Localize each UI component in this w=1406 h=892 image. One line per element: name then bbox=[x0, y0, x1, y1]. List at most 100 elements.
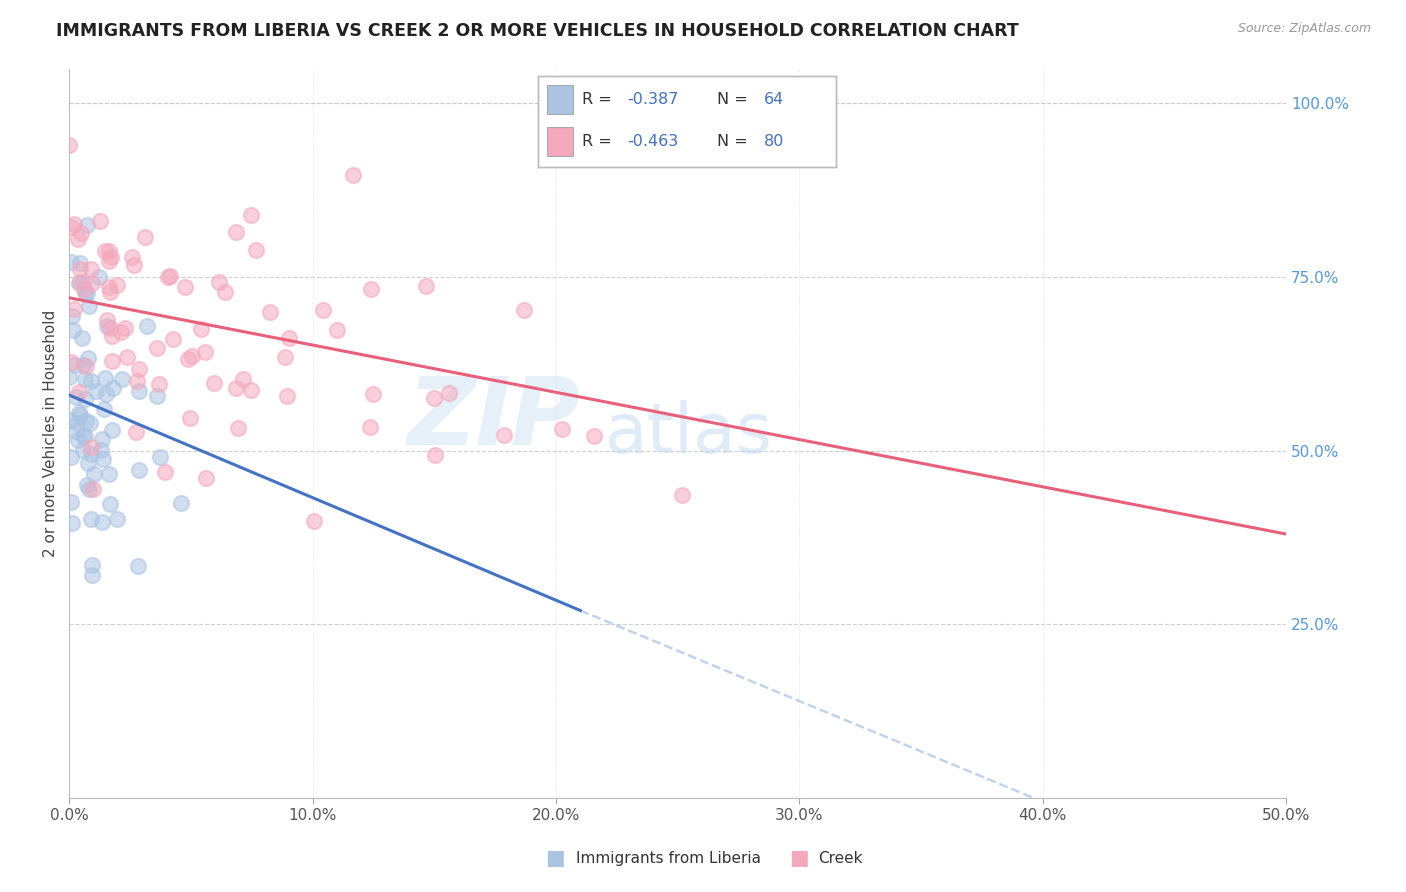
Point bbox=[121, 250, 143, 264]
Point bbox=[83, 467, 105, 481]
Point bbox=[105, 277, 128, 292]
Point bbox=[583, 429, 606, 443]
Point bbox=[671, 487, 693, 501]
Point bbox=[100, 250, 122, 264]
Point bbox=[67, 433, 90, 447]
Point bbox=[240, 383, 263, 397]
Point bbox=[60, 494, 83, 508]
Point bbox=[60, 254, 83, 268]
Point bbox=[79, 261, 101, 276]
Point bbox=[195, 471, 218, 485]
Point bbox=[111, 372, 134, 386]
Text: atlas: atlas bbox=[605, 400, 772, 467]
Point bbox=[110, 325, 132, 339]
Point bbox=[67, 384, 90, 399]
Point bbox=[359, 420, 381, 434]
Point bbox=[90, 432, 112, 446]
Point bbox=[73, 429, 96, 443]
Point bbox=[69, 226, 91, 240]
Point bbox=[240, 208, 263, 222]
Point bbox=[228, 420, 250, 434]
Text: IMMIGRANTS FROM LIBERIA VS CREEK 2 OR MORE VEHICLES IN HOUSEHOLD CORRELATION CHA: IMMIGRANTS FROM LIBERIA VS CREEK 2 OR MO… bbox=[56, 22, 1019, 40]
Point bbox=[69, 256, 91, 270]
Point bbox=[97, 467, 120, 482]
Point bbox=[72, 358, 94, 372]
Point bbox=[63, 217, 86, 231]
Point bbox=[98, 498, 121, 512]
Point bbox=[148, 377, 170, 392]
Point bbox=[149, 450, 172, 465]
Point bbox=[80, 440, 103, 454]
Point bbox=[128, 463, 150, 477]
Point bbox=[77, 351, 100, 365]
Point bbox=[75, 392, 97, 406]
Y-axis label: 2 or more Vehicles in Household: 2 or more Vehicles in Household bbox=[44, 310, 58, 557]
Point bbox=[91, 516, 114, 530]
Point bbox=[76, 456, 98, 470]
Point bbox=[76, 218, 98, 232]
Point bbox=[67, 232, 90, 246]
Point bbox=[63, 358, 86, 372]
Point bbox=[101, 423, 124, 437]
Point bbox=[69, 275, 91, 289]
Point bbox=[259, 305, 281, 319]
Point bbox=[80, 568, 103, 582]
Point bbox=[93, 401, 115, 416]
Text: ■: ■ bbox=[789, 848, 808, 868]
Point bbox=[177, 352, 200, 367]
Point bbox=[97, 280, 120, 294]
Point bbox=[59, 413, 82, 427]
Point bbox=[274, 350, 297, 364]
Point bbox=[96, 319, 118, 334]
Point bbox=[325, 323, 347, 337]
Point bbox=[162, 332, 184, 346]
Point bbox=[276, 389, 298, 403]
Point bbox=[79, 416, 101, 430]
Point bbox=[58, 138, 80, 153]
Point bbox=[124, 425, 146, 439]
Point bbox=[122, 258, 145, 272]
Point bbox=[232, 372, 254, 386]
Point bbox=[513, 302, 536, 317]
Point bbox=[194, 344, 217, 359]
Point bbox=[80, 447, 103, 461]
Point bbox=[60, 516, 83, 530]
Point bbox=[79, 482, 101, 496]
Point bbox=[134, 230, 156, 244]
Point bbox=[58, 370, 80, 384]
Point bbox=[208, 275, 231, 289]
Point bbox=[425, 449, 447, 463]
Point bbox=[73, 372, 96, 386]
Point bbox=[75, 286, 97, 301]
Point bbox=[302, 514, 325, 528]
Point bbox=[80, 374, 103, 388]
Point bbox=[96, 313, 118, 327]
Point bbox=[136, 318, 159, 333]
Point bbox=[492, 428, 515, 442]
Point bbox=[101, 354, 124, 368]
Point bbox=[101, 328, 124, 343]
Point bbox=[225, 225, 247, 239]
Point bbox=[312, 303, 335, 318]
Point bbox=[127, 558, 149, 573]
Point bbox=[214, 285, 236, 299]
Point bbox=[94, 244, 117, 258]
Point bbox=[82, 558, 104, 572]
Point bbox=[146, 389, 169, 403]
Point bbox=[80, 277, 103, 291]
Point bbox=[415, 278, 437, 293]
Point bbox=[67, 277, 90, 291]
Point bbox=[80, 511, 103, 525]
Point bbox=[439, 386, 461, 401]
Point bbox=[72, 276, 94, 290]
Point bbox=[128, 361, 150, 376]
Point bbox=[72, 429, 94, 443]
Point bbox=[75, 413, 97, 427]
Point bbox=[89, 214, 111, 228]
Point bbox=[127, 375, 149, 389]
Point bbox=[179, 410, 201, 425]
Point bbox=[98, 320, 121, 334]
Text: Immigrants from Liberia: Immigrants from Liberia bbox=[576, 851, 762, 865]
Point bbox=[277, 331, 299, 345]
Point bbox=[97, 244, 120, 259]
